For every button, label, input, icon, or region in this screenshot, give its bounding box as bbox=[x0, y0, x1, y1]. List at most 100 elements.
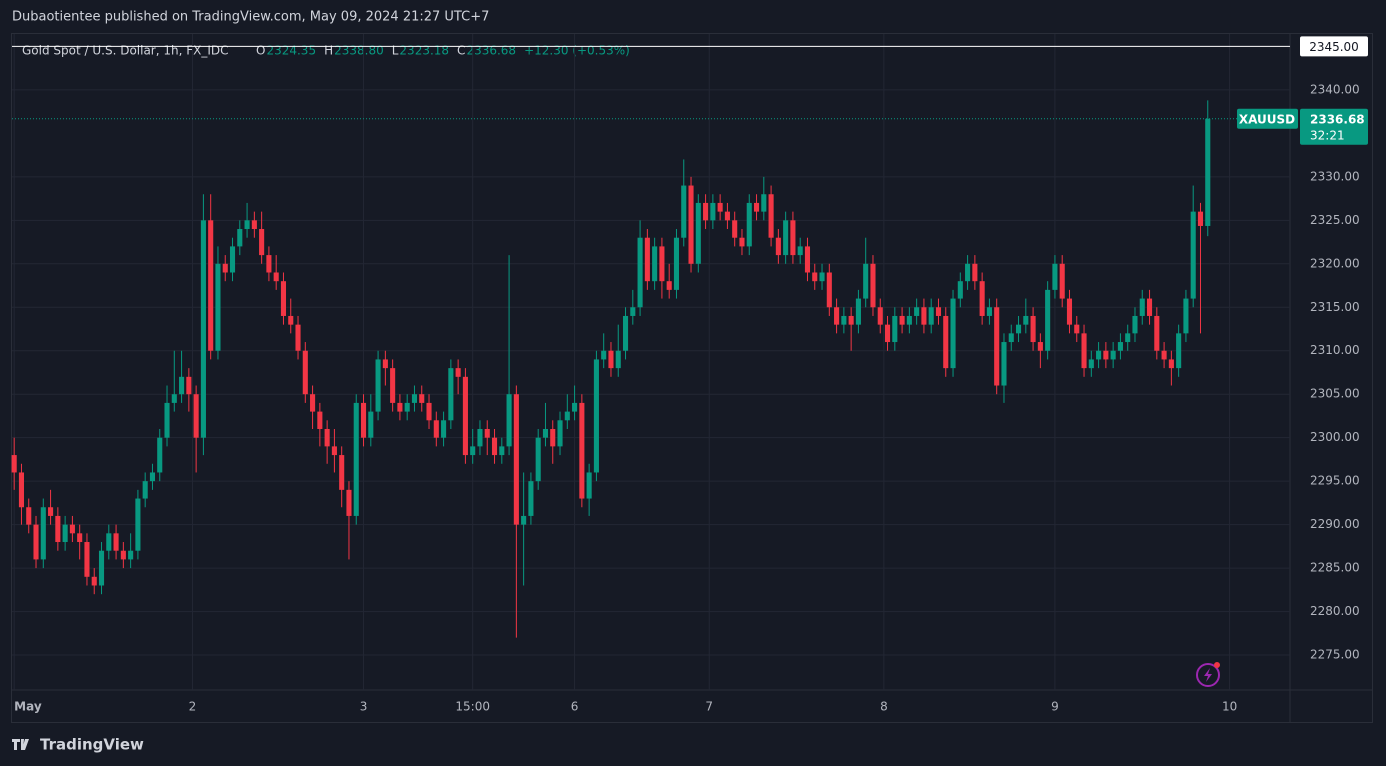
candle-body bbox=[950, 298, 956, 369]
candle-body bbox=[783, 220, 789, 256]
candle-body bbox=[994, 307, 1000, 386]
candle-body bbox=[819, 272, 825, 282]
candle-body bbox=[120, 550, 126, 560]
candle-body bbox=[331, 446, 337, 456]
candle-body bbox=[1023, 315, 1029, 325]
candle-body bbox=[1030, 315, 1036, 343]
candle-body bbox=[957, 281, 963, 299]
candle-body bbox=[1146, 298, 1153, 316]
countdown: 32:21 bbox=[1310, 128, 1345, 142]
candle-body bbox=[812, 272, 818, 282]
y-tick-label: 2290.00 bbox=[1310, 517, 1360, 531]
candle-body bbox=[761, 194, 767, 212]
price-line-label: 2345.00 bbox=[1309, 40, 1359, 54]
candle-body bbox=[804, 246, 811, 273]
candle-body bbox=[1045, 289, 1051, 351]
candle-body bbox=[673, 237, 680, 290]
candle-body bbox=[826, 272, 832, 308]
candle-body bbox=[972, 263, 978, 282]
candle-body bbox=[1001, 342, 1007, 386]
candle-body bbox=[986, 307, 992, 316]
candle-body bbox=[48, 507, 54, 516]
candle-body bbox=[11, 455, 17, 473]
candle-body bbox=[899, 315, 905, 325]
candle-body bbox=[193, 394, 199, 438]
candle-body bbox=[622, 315, 629, 351]
candle-body bbox=[84, 542, 90, 577]
candle-body bbox=[419, 394, 425, 403]
candle-body bbox=[251, 220, 257, 230]
candle-body bbox=[906, 315, 912, 325]
y-tick-label: 2280.00 bbox=[1310, 604, 1360, 618]
candle-body bbox=[695, 202, 701, 264]
candle-body bbox=[717, 202, 723, 212]
y-tick-label: 2330.00 bbox=[1310, 169, 1360, 183]
candle-body bbox=[1081, 333, 1087, 369]
symbol-box bbox=[1237, 108, 1298, 129]
candle-body bbox=[601, 350, 607, 360]
y-tick-label: 2275.00 bbox=[1310, 648, 1360, 662]
candle-body bbox=[1103, 350, 1109, 360]
candle-body bbox=[1052, 263, 1058, 290]
x-tick-label: 3 bbox=[360, 700, 368, 714]
legend-change: +12.30 (+0.53%) bbox=[524, 44, 630, 58]
legend-c-label: C bbox=[457, 44, 465, 58]
candle-body bbox=[797, 246, 803, 256]
grid bbox=[12, 34, 1290, 690]
legend-close: 2336.68 bbox=[466, 44, 516, 58]
chart-frame bbox=[11, 33, 1373, 723]
candle-body bbox=[1176, 333, 1182, 369]
candle-body bbox=[462, 376, 468, 456]
legend-o-label: O bbox=[256, 44, 265, 58]
attribution: Dubaotientee published on TradingView.co… bbox=[12, 10, 489, 25]
candle-body bbox=[877, 307, 883, 325]
candle-body bbox=[62, 524, 68, 543]
candle-body bbox=[98, 550, 105, 586]
brand: TradingView bbox=[40, 736, 144, 754]
candle-body bbox=[404, 402, 410, 412]
candle-body bbox=[1037, 342, 1043, 351]
candle-body bbox=[448, 368, 454, 421]
candle-body bbox=[564, 411, 570, 421]
y-tick-label: 2320.00 bbox=[1310, 256, 1360, 270]
candle-body bbox=[113, 533, 119, 551]
legend-open: 2324.35 bbox=[266, 44, 316, 58]
candle-body bbox=[91, 576, 97, 586]
candle-body bbox=[200, 220, 206, 438]
candle-body bbox=[732, 220, 738, 238]
symbol-title: Gold Spot / U.S. Dollar, 1h, FX_IDC bbox=[22, 44, 229, 58]
y-tick-label: 2340.00 bbox=[1310, 82, 1360, 96]
candle-body bbox=[637, 237, 643, 308]
candle-body bbox=[542, 428, 549, 438]
candle-body bbox=[106, 533, 112, 551]
candle-body bbox=[681, 185, 687, 238]
candle-body bbox=[608, 350, 614, 369]
candle-body bbox=[790, 220, 796, 256]
candle-body bbox=[1183, 298, 1189, 334]
y-tick-label: 2300.00 bbox=[1310, 430, 1360, 444]
y-tick-label: 2295.00 bbox=[1310, 474, 1360, 488]
legend-low: 2323.18 bbox=[399, 44, 449, 58]
candle-body bbox=[535, 437, 541, 482]
candle-body bbox=[1190, 211, 1196, 299]
candle-body bbox=[557, 420, 563, 447]
legend: Gold Spot / U.S. Dollar, 1h, FX_IDC O 232… bbox=[22, 44, 630, 58]
candle-body bbox=[1205, 118, 1211, 226]
candle-body bbox=[18, 472, 25, 508]
candle-body bbox=[965, 263, 971, 282]
legend-high: 2338.80 bbox=[334, 44, 384, 58]
candle-body bbox=[441, 420, 447, 438]
candle-body bbox=[528, 481, 534, 516]
candle-body bbox=[55, 515, 61, 543]
x-tick-label: 7 bbox=[705, 700, 713, 714]
candle-body bbox=[491, 437, 498, 456]
candle-body bbox=[1059, 263, 1065, 299]
candle-body bbox=[368, 411, 374, 438]
y-tick-label: 2325.00 bbox=[1310, 213, 1360, 227]
candle-body bbox=[179, 376, 185, 395]
candle-body bbox=[855, 298, 861, 325]
legend-h-label: H bbox=[324, 44, 333, 58]
candle-body bbox=[506, 394, 512, 447]
candle-body bbox=[353, 402, 359, 516]
